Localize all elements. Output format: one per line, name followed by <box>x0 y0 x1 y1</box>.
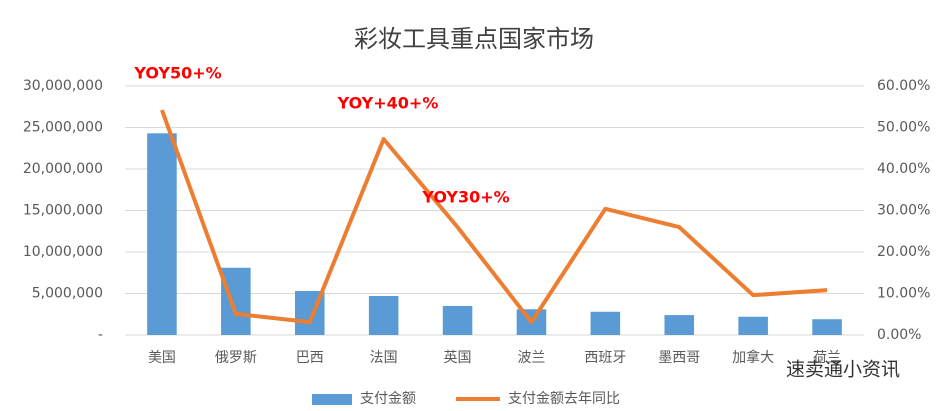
y2-tick-label: 0.00% <box>877 327 921 343</box>
y-tick-label: 10,000,000 <box>23 244 103 260</box>
bar <box>368 295 399 335</box>
legend-swatch <box>312 394 352 405</box>
x-tick-label: 巴西 <box>296 350 324 366</box>
bar <box>590 311 621 335</box>
watermark: 速卖通小资讯 <box>786 359 900 381</box>
x-tick-label: 西班牙 <box>584 350 626 366</box>
y2-tick-label: 40.00% <box>877 161 930 177</box>
x-tick-label: 墨西哥 <box>658 350 700 366</box>
legend-label: 支付金额去年同比 <box>508 391 620 407</box>
x-tick-label: 法国 <box>370 350 398 366</box>
bar <box>147 133 177 335</box>
bar <box>664 315 695 335</box>
y2-tick-label: 20.00% <box>877 244 930 260</box>
y2-tick-label: 30.00% <box>877 203 930 219</box>
y2-tick-label: 50.00% <box>877 120 930 136</box>
legend-label: 支付金额 <box>360 391 416 407</box>
y2-tick-label: 60.00% <box>877 78 930 94</box>
y-tick-label: - <box>98 327 103 343</box>
annotation: YOY+40+% <box>337 94 439 113</box>
x-tick-label: 俄罗斯 <box>215 350 257 366</box>
annotation: YOY30+% <box>421 188 509 207</box>
x-tick-label: 荷兰 <box>813 350 841 366</box>
x-tick-label: 英国 <box>444 349 472 366</box>
y-tick-label: 15,000,000 <box>23 203 103 219</box>
y-tick-label: 5,000,000 <box>32 286 103 302</box>
x-tick-label: 波兰 <box>517 350 545 366</box>
bar <box>738 316 768 335</box>
y2-tick-label: 10.00% <box>877 286 930 302</box>
bar <box>812 319 842 335</box>
bar <box>221 267 251 335</box>
chart-title: 彩妆工具重点国家市场 <box>354 25 594 53</box>
y-tick-label: 25,000,000 <box>23 120 103 136</box>
annotation: YOY50+% <box>133 64 221 83</box>
bar <box>442 305 473 335</box>
y-tick-label: 30,000,000 <box>23 78 103 94</box>
x-tick-label: 加拿大 <box>732 349 774 366</box>
line <box>160 109 828 325</box>
y-tick-label: 20,000,000 <box>23 161 103 177</box>
x-tick-label: 美国 <box>148 350 176 366</box>
